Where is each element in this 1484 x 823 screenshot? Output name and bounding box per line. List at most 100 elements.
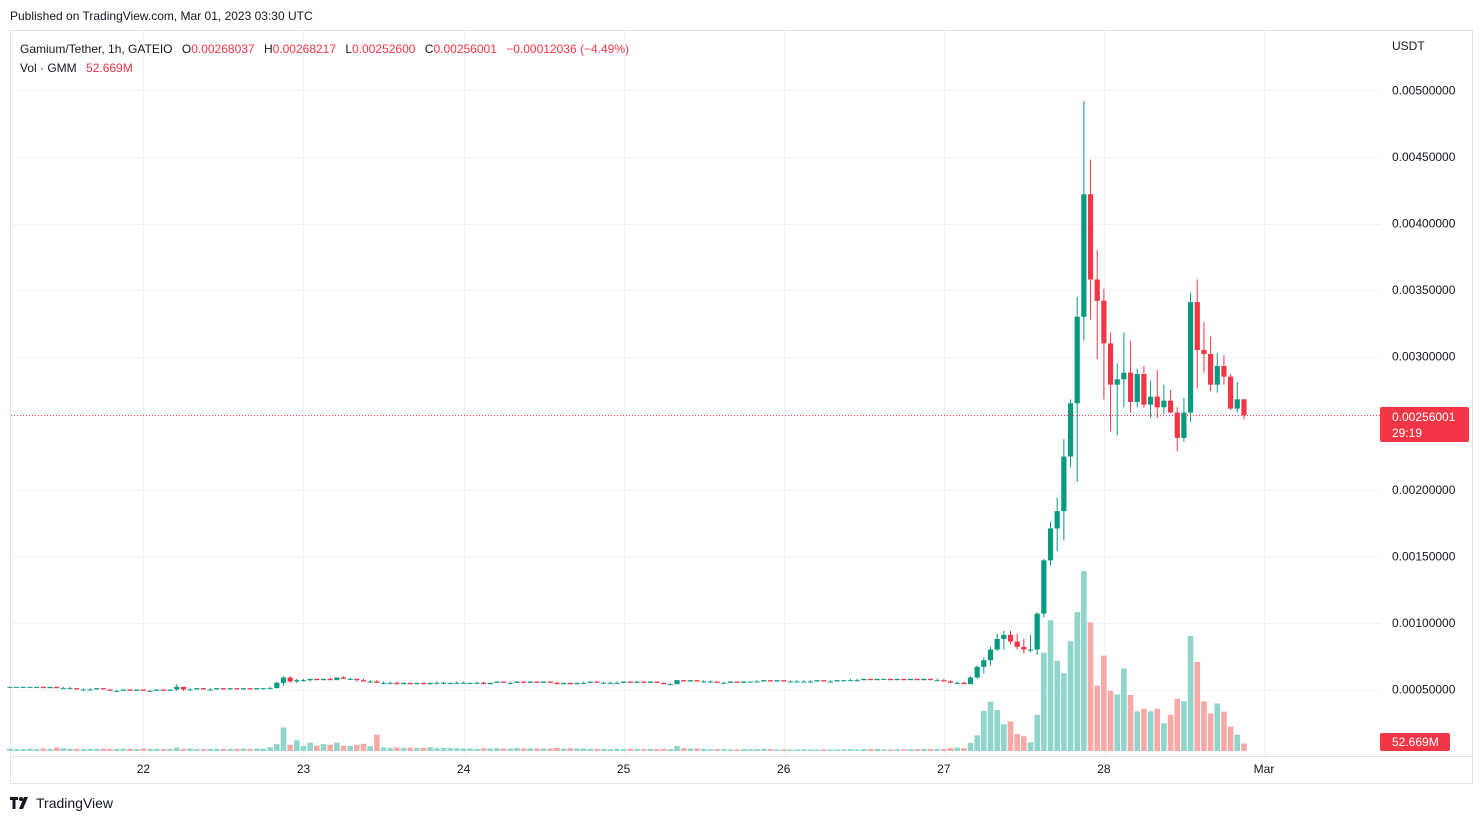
candle-body[interactable]: [1087, 194, 1094, 280]
candle-body[interactable]: [921, 678, 927, 681]
candle-body[interactable]: [74, 688, 80, 690]
candle-body[interactable]: [874, 678, 880, 681]
candle-body[interactable]: [674, 680, 680, 685]
candle-body[interactable]: [1034, 613, 1040, 650]
candle-body[interactable]: [714, 681, 720, 683]
candle-body[interactable]: [621, 681, 627, 683]
candle-body[interactable]: [567, 682, 573, 685]
candle-body[interactable]: [987, 649, 994, 661]
candle-body[interactable]: [734, 681, 740, 683]
candle-body[interactable]: [547, 681, 553, 683]
candle-body[interactable]: [994, 638, 1000, 650]
candle-body[interactable]: [240, 688, 247, 690]
candle-body[interactable]: [234, 688, 240, 690]
candle-body[interactable]: [27, 686, 33, 688]
candle-body[interactable]: [107, 689, 113, 691]
candle-body[interactable]: [654, 681, 660, 683]
candle-body[interactable]: [974, 666, 980, 678]
candle-body[interactable]: [80, 689, 86, 691]
candle-body[interactable]: [334, 677, 340, 681]
candle-body[interactable]: [1127, 372, 1134, 402]
candle-body[interactable]: [307, 678, 313, 681]
candle-body[interactable]: [561, 682, 567, 685]
candle-body[interactable]: [127, 689, 133, 691]
candle-body[interactable]: [1041, 560, 1047, 614]
candle-body[interactable]: [1101, 300, 1107, 344]
candle-body[interactable]: [641, 681, 647, 683]
candle-body[interactable]: [681, 680, 687, 682]
candle-body[interactable]: [214, 688, 220, 690]
candle-body[interactable]: [1154, 396, 1160, 408]
candle-body[interactable]: [574, 682, 580, 685]
candle-body[interactable]: [267, 688, 273, 690]
candle-body[interactable]: [634, 681, 640, 683]
candle-body[interactable]: [1181, 412, 1187, 438]
candle-body[interactable]: [1021, 646, 1027, 650]
candle-body[interactable]: [167, 689, 173, 691]
candle-body[interactable]: [1194, 302, 1200, 351]
candle-body[interactable]: [541, 681, 547, 683]
candle-body[interactable]: [821, 680, 827, 682]
candle-body[interactable]: [420, 682, 427, 685]
candle-body[interactable]: [294, 680, 300, 682]
candle-body[interactable]: [1161, 400, 1167, 408]
candle-body[interactable]: [314, 678, 320, 681]
candle-body[interactable]: [434, 682, 440, 684]
candle-body[interactable]: [320, 678, 327, 681]
candle-body[interactable]: [694, 680, 700, 682]
candle-body[interactable]: [581, 682, 587, 684]
candle-body[interactable]: [894, 678, 900, 681]
candle-body[interactable]: [187, 689, 193, 691]
candle-body[interactable]: [47, 686, 53, 689]
candle-body[interactable]: [180, 686, 187, 690]
candle-body[interactable]: [614, 682, 620, 684]
candle-body[interactable]: [1141, 374, 1147, 405]
candle-body[interactable]: [794, 681, 800, 683]
candle-body[interactable]: [454, 682, 460, 684]
candle-body[interactable]: [174, 686, 180, 690]
candle-body[interactable]: [407, 682, 413, 685]
candle-body[interactable]: [280, 677, 287, 683]
candle-body[interactable]: [1201, 350, 1207, 355]
candle-body[interactable]: [667, 684, 673, 686]
candle-body[interactable]: [247, 688, 253, 690]
candle-body[interactable]: [1167, 400, 1174, 413]
candle-body[interactable]: [1214, 366, 1220, 385]
candle-body[interactable]: [941, 680, 947, 682]
candle-body[interactable]: [260, 688, 267, 690]
candle-body[interactable]: [14, 686, 20, 688]
candle-body[interactable]: [7, 686, 13, 688]
candle-body[interactable]: [447, 682, 453, 684]
candle-body[interactable]: [587, 681, 593, 683]
candle-body[interactable]: [474, 682, 480, 684]
candle-body[interactable]: [114, 690, 120, 692]
candle-body[interactable]: [607, 682, 613, 684]
candle-body[interactable]: [807, 681, 813, 683]
candle-body[interactable]: [861, 678, 867, 681]
symbol-label[interactable]: Gamium/Tether, 1h, GATEIO: [20, 42, 173, 56]
candle-body[interactable]: [207, 689, 213, 691]
candle-body[interactable]: [627, 681, 633, 683]
candle-body[interactable]: [814, 680, 820, 682]
candle-body[interactable]: [54, 686, 60, 689]
candle-body[interactable]: [1114, 379, 1120, 385]
candle-body[interactable]: [1228, 376, 1234, 409]
candle-body[interactable]: [527, 681, 533, 683]
candle-body[interactable]: [741, 681, 747, 683]
candle-body[interactable]: [100, 688, 106, 690]
candle-body[interactable]: [1107, 343, 1114, 385]
candle-body[interactable]: [1001, 634, 1007, 639]
candle-body[interactable]: [601, 682, 607, 684]
candle-body[interactable]: [274, 682, 280, 689]
candle-body[interactable]: [327, 678, 333, 681]
candle-body[interactable]: [981, 660, 987, 667]
candle-body[interactable]: [354, 678, 360, 681]
candle-body[interactable]: [200, 688, 207, 690]
candle-body[interactable]: [1134, 374, 1140, 402]
candle-body[interactable]: [487, 682, 493, 685]
candle-body[interactable]: [147, 690, 153, 692]
candle-body[interactable]: [394, 682, 400, 685]
candle-body[interactable]: [480, 682, 487, 685]
candle-body[interactable]: [1081, 194, 1087, 317]
candle-body[interactable]: [1241, 399, 1247, 416]
